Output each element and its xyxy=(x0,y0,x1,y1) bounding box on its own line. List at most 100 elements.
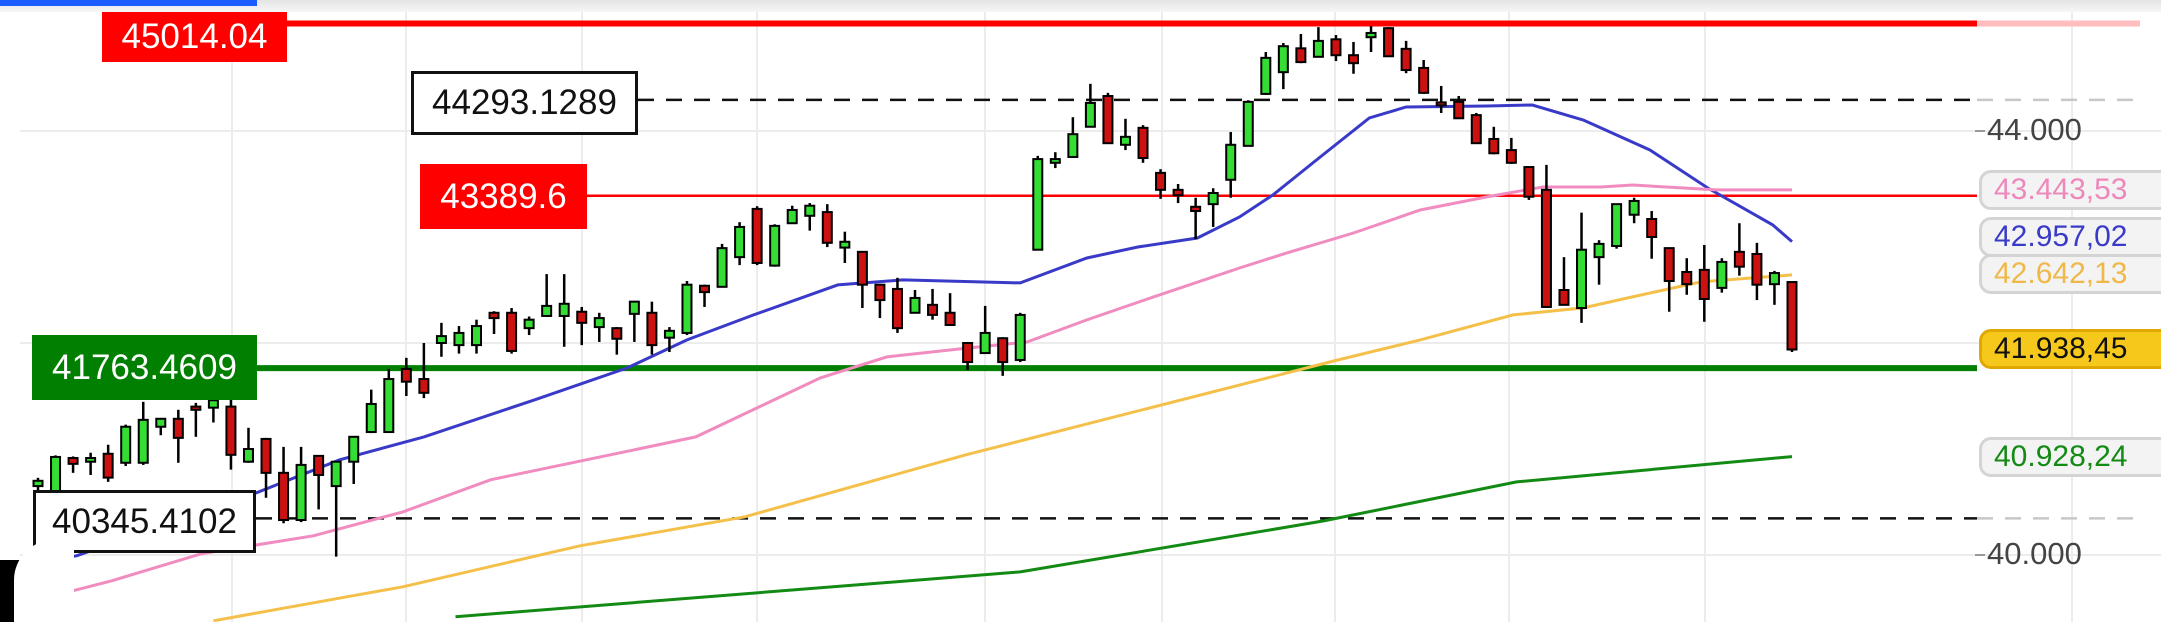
candle-down xyxy=(1751,252,1763,286)
ma-green-value-pill: 40.928,24 xyxy=(1979,437,2161,477)
candle-up xyxy=(1032,158,1044,251)
candle-down xyxy=(1453,100,1465,120)
moving-average-line-3 xyxy=(455,455,1793,619)
candle-down xyxy=(1418,66,1430,94)
candle-up xyxy=(1242,100,1254,147)
candle-up xyxy=(786,208,798,225)
candle-down xyxy=(997,337,1009,364)
candle-down xyxy=(260,437,272,474)
candle-up xyxy=(804,204,816,217)
candle-up xyxy=(541,304,553,317)
screen-corner-mask xyxy=(14,540,74,640)
candle-up xyxy=(979,331,991,355)
candle-down xyxy=(1698,268,1710,301)
active-tab-indicator xyxy=(0,0,257,6)
candle-down xyxy=(1733,250,1745,268)
candle-up xyxy=(558,302,570,317)
candle-down xyxy=(400,367,412,383)
candle-down xyxy=(1540,188,1552,308)
candle-down xyxy=(856,250,868,286)
candle-down xyxy=(891,287,903,330)
candle-down xyxy=(1646,217,1658,238)
candle-up xyxy=(593,317,605,329)
candle-down xyxy=(488,311,500,320)
candle-down xyxy=(1400,47,1412,72)
candle-up xyxy=(1716,260,1728,289)
candle-down xyxy=(225,405,237,456)
candle-down xyxy=(1137,126,1149,160)
y-tick-label: 44.000 xyxy=(1987,112,2082,147)
candle-up xyxy=(242,448,254,463)
candle-up xyxy=(383,378,395,434)
candle-down xyxy=(1681,270,1693,286)
ma-pink-value-pill: 43.443,53 xyxy=(1979,170,2161,210)
candle-up xyxy=(365,402,377,434)
candle-up xyxy=(120,425,132,464)
candle-up xyxy=(1225,143,1237,181)
candle-down xyxy=(1155,171,1167,191)
ma-yellow-value-pill: 42.642,13 xyxy=(1979,254,2161,294)
level-label-44293[interactable]: 44293.1289 xyxy=(411,71,638,135)
candlestick-chart[interactable] xyxy=(0,0,2161,622)
candle-up xyxy=(1628,199,1640,216)
candle-down xyxy=(1558,289,1570,306)
candle-up xyxy=(1119,135,1131,146)
candle-down xyxy=(1348,54,1359,65)
candle-up xyxy=(663,329,675,339)
candle-down xyxy=(102,452,114,479)
candle-down xyxy=(1488,137,1500,155)
candle-up xyxy=(295,463,307,522)
candle-up xyxy=(1207,192,1219,206)
candle-up xyxy=(734,225,746,259)
candle-up xyxy=(1611,203,1623,248)
candle-down xyxy=(1523,166,1535,198)
candle-up xyxy=(1049,158,1061,164)
candle-down xyxy=(821,211,833,244)
candle-down xyxy=(927,303,939,316)
candle-down xyxy=(1172,188,1184,197)
candle-up xyxy=(909,296,921,314)
candle-up xyxy=(716,247,728,288)
candle-down xyxy=(944,311,956,326)
candle-down xyxy=(576,310,588,324)
candle-up xyxy=(207,399,219,409)
moving-average-line-2 xyxy=(213,273,1793,622)
candle-up xyxy=(1260,56,1272,95)
candle-down xyxy=(190,405,202,411)
candle-up xyxy=(1365,31,1377,39)
candle-down xyxy=(1190,205,1202,213)
candle-up xyxy=(348,435,360,463)
candle-down xyxy=(1505,149,1517,164)
candle-up xyxy=(330,460,342,488)
candle-up xyxy=(769,224,781,267)
candle-down xyxy=(1470,114,1482,145)
level-label-43389[interactable]: 43389.6 xyxy=(420,164,587,229)
candle-up xyxy=(1014,313,1026,361)
candle-up xyxy=(1768,272,1780,286)
candle-down xyxy=(278,471,290,522)
candle-down xyxy=(313,454,325,476)
candle-up xyxy=(137,418,149,464)
last-price-pill: 41.938,45 xyxy=(1979,329,2161,369)
candle-down xyxy=(1295,47,1307,64)
grid xyxy=(20,12,2161,622)
candle-down xyxy=(962,342,974,364)
candle-down xyxy=(418,378,430,394)
level-label-45014[interactable]: 45014.04 xyxy=(102,12,287,62)
horizontal-levels xyxy=(256,20,2140,520)
candle-down xyxy=(1435,101,1447,107)
candle-up xyxy=(471,325,482,347)
candle-down xyxy=(1663,247,1675,282)
level-label-41763[interactable]: 41763.4609 xyxy=(32,335,257,400)
candles xyxy=(32,26,1798,557)
candle-up xyxy=(839,240,851,249)
candle-up xyxy=(681,283,693,334)
candle-up xyxy=(155,417,167,428)
candle-down xyxy=(1102,95,1114,145)
moving-average-line-0 xyxy=(28,103,1793,565)
candle-up xyxy=(1277,45,1289,74)
candle-down xyxy=(1330,38,1342,57)
candle-up xyxy=(628,300,640,315)
candle-down xyxy=(1786,281,1798,351)
top-toolbar-shadow xyxy=(0,0,2161,12)
